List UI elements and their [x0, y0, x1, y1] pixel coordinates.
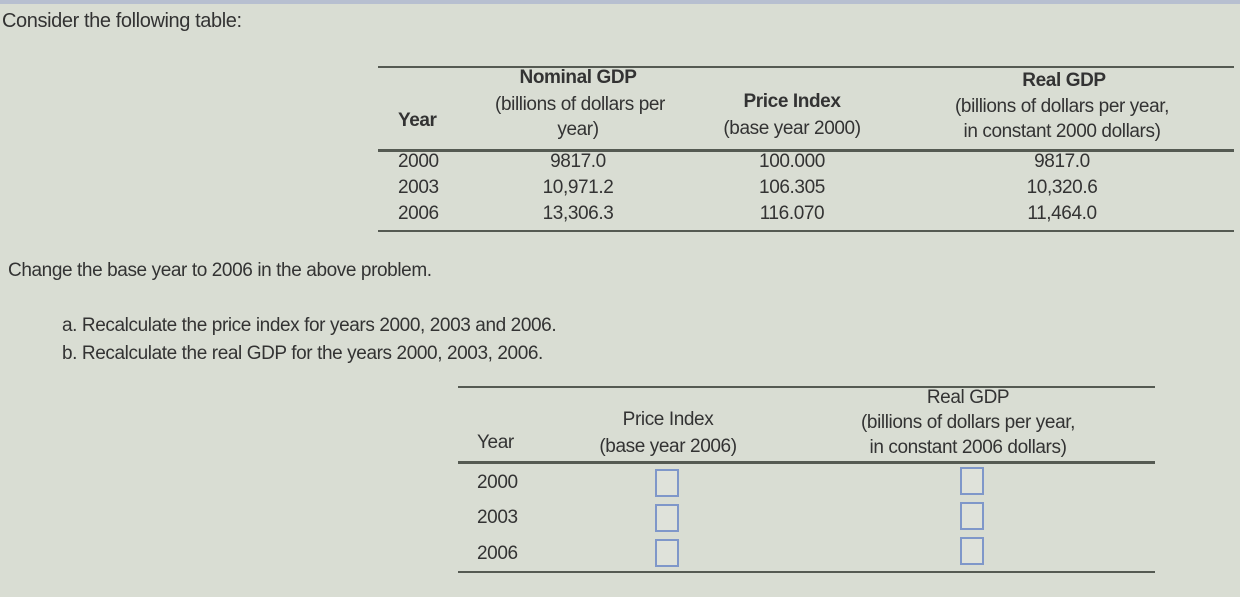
header-price-sub: (base year 2006): [599, 436, 737, 457]
real-gdp-2006-input[interactable]: [960, 537, 984, 565]
table-top-rule: [458, 386, 1155, 388]
intro-text: Consider the following table:: [2, 10, 242, 32]
table-top-rule: [378, 66, 1234, 68]
real-gdp-2000-input[interactable]: [960, 467, 984, 495]
instruction-text: Change the base year to 2006 in the abov…: [8, 260, 432, 281]
header-price-title: Price Index: [622, 409, 714, 430]
header-year: Year: [398, 110, 437, 131]
header-real-title: Real GDP: [926, 387, 1010, 408]
cell-nominal: 9817.0: [550, 151, 606, 172]
table-bottom-rule: [458, 571, 1155, 573]
header-nominal-title: Nominal GDP: [519, 67, 637, 88]
header-real-sub2: in constant 2000 dollars): [963, 121, 1161, 142]
price-index-2003-input[interactable]: [655, 504, 679, 532]
real-gdp-2003-input[interactable]: [960, 502, 984, 530]
price-index-2006-input[interactable]: [655, 539, 679, 567]
table-bottom-rule: [378, 230, 1234, 232]
cell-year: 2000: [477, 472, 518, 493]
cell-year: 2006: [477, 543, 518, 564]
window-top-edge: [0, 0, 1240, 4]
cell-real: 11,464.0: [1027, 203, 1097, 224]
header-price-sub: (base year 2000): [723, 118, 861, 139]
cell-real: 10,320.6: [1026, 177, 1098, 198]
cell-nominal: 13,306.3: [542, 203, 614, 224]
cell-year: 2006: [398, 203, 439, 224]
header-real-sub1: (billions of dollars per year,: [955, 96, 1169, 117]
price-index-2000-input[interactable]: [655, 469, 679, 497]
header-nominal-sub1: (billions of dollars per: [495, 94, 665, 115]
part-a: a. Recalculate the price index for years…: [62, 315, 557, 336]
header-real-sub1: (billions of dollars per year,: [861, 412, 1075, 433]
cell-year: 2000: [398, 151, 439, 172]
cell-year: 2003: [398, 177, 439, 198]
header-nominal-sub2: year): [557, 119, 599, 140]
part-b: b. Recalculate the real GDP for the year…: [62, 343, 543, 364]
cell-price: 116.070: [759, 203, 825, 224]
cell-nominal: 10,971.2: [542, 177, 614, 198]
header-real-title: Real GDP: [1022, 70, 1106, 91]
table-header-rule: [378, 149, 1234, 152]
cell-year: 2003: [477, 507, 518, 528]
cell-price: 106.305: [759, 177, 825, 198]
cell-price: 100.000: [759, 151, 825, 172]
header-year: Year: [477, 432, 514, 453]
header-price-title: Price Index: [743, 91, 841, 112]
table-header-rule: [458, 461, 1155, 464]
header-real-sub2: in constant 2006 dollars): [869, 437, 1067, 458]
cell-real: 9817.0: [1034, 151, 1090, 172]
